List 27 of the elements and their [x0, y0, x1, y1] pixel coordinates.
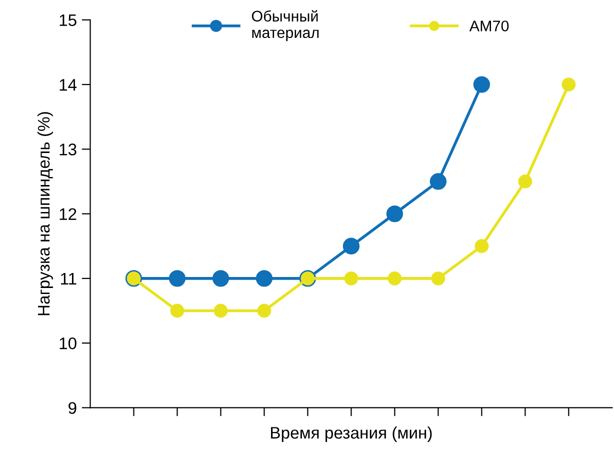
point [342, 238, 360, 254]
legend-label: AM70 [469, 20, 509, 32]
point [257, 304, 272, 318]
legend-label: Обычный материал [252, 10, 319, 42]
point [430, 173, 447, 190]
point [170, 304, 184, 318]
y-axis-title: Нагрузка на шпиндель (%) [37, 112, 53, 316]
point [168, 270, 186, 287]
point [518, 174, 532, 188]
y-tick-label: 14 [60, 79, 77, 91]
point [256, 270, 273, 287]
y-tick-label: 12 [60, 208, 76, 220]
point [431, 271, 446, 286]
point [388, 271, 402, 286]
point [473, 76, 490, 93]
point [474, 239, 489, 254]
point [562, 78, 576, 92]
y-tick-label: 11 [61, 273, 76, 284]
y-tick-label: 15 [60, 14, 76, 26]
point [344, 271, 358, 286]
point [214, 304, 228, 318]
point [212, 270, 230, 287]
y-tick-label: 13 [60, 144, 76, 156]
y-tick-label: 10 [60, 337, 76, 350]
y-tick-label: 9 [68, 402, 76, 414]
point [386, 205, 404, 222]
x-axis-title: Время резания (мин) [271, 426, 432, 442]
